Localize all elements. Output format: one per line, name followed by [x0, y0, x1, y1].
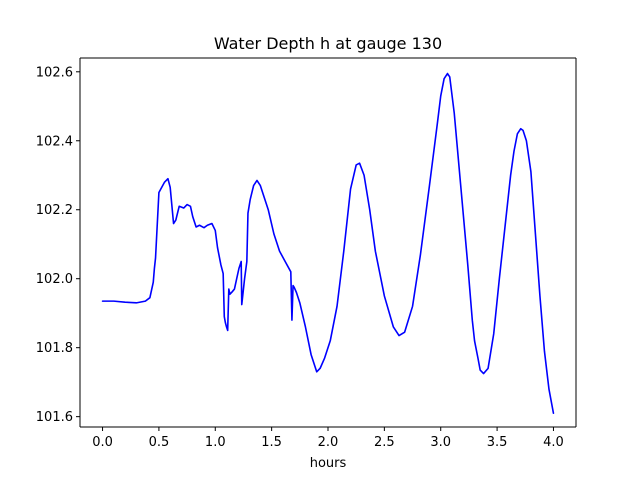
y-tick-label: 101.8	[36, 341, 73, 356]
x-tick-label: 2.5	[374, 435, 395, 450]
x-tick-label: 0.5	[149, 435, 170, 450]
y-tick-label: 102.2	[36, 203, 73, 218]
x-tick-label: 1.0	[205, 435, 226, 450]
x-tick-label: 0.0	[92, 435, 113, 450]
chart-title: Water Depth h at gauge 130	[214, 34, 442, 53]
x-axis-label: hours	[310, 456, 347, 471]
x-tick-label: 3.0	[430, 435, 451, 450]
y-tick-label: 102.4	[36, 134, 73, 149]
y-tick-label: 102.6	[36, 65, 73, 80]
x-tick-label: 2.0	[318, 435, 339, 450]
y-tick-label: 102.0	[36, 272, 73, 287]
x-tick-label: 3.5	[487, 435, 508, 450]
x-tick-label: 4.0	[543, 435, 564, 450]
x-tick-label: 1.5	[261, 435, 282, 450]
series-line-0	[101, 72, 555, 415]
y-tick-label: 101.6	[36, 410, 73, 425]
